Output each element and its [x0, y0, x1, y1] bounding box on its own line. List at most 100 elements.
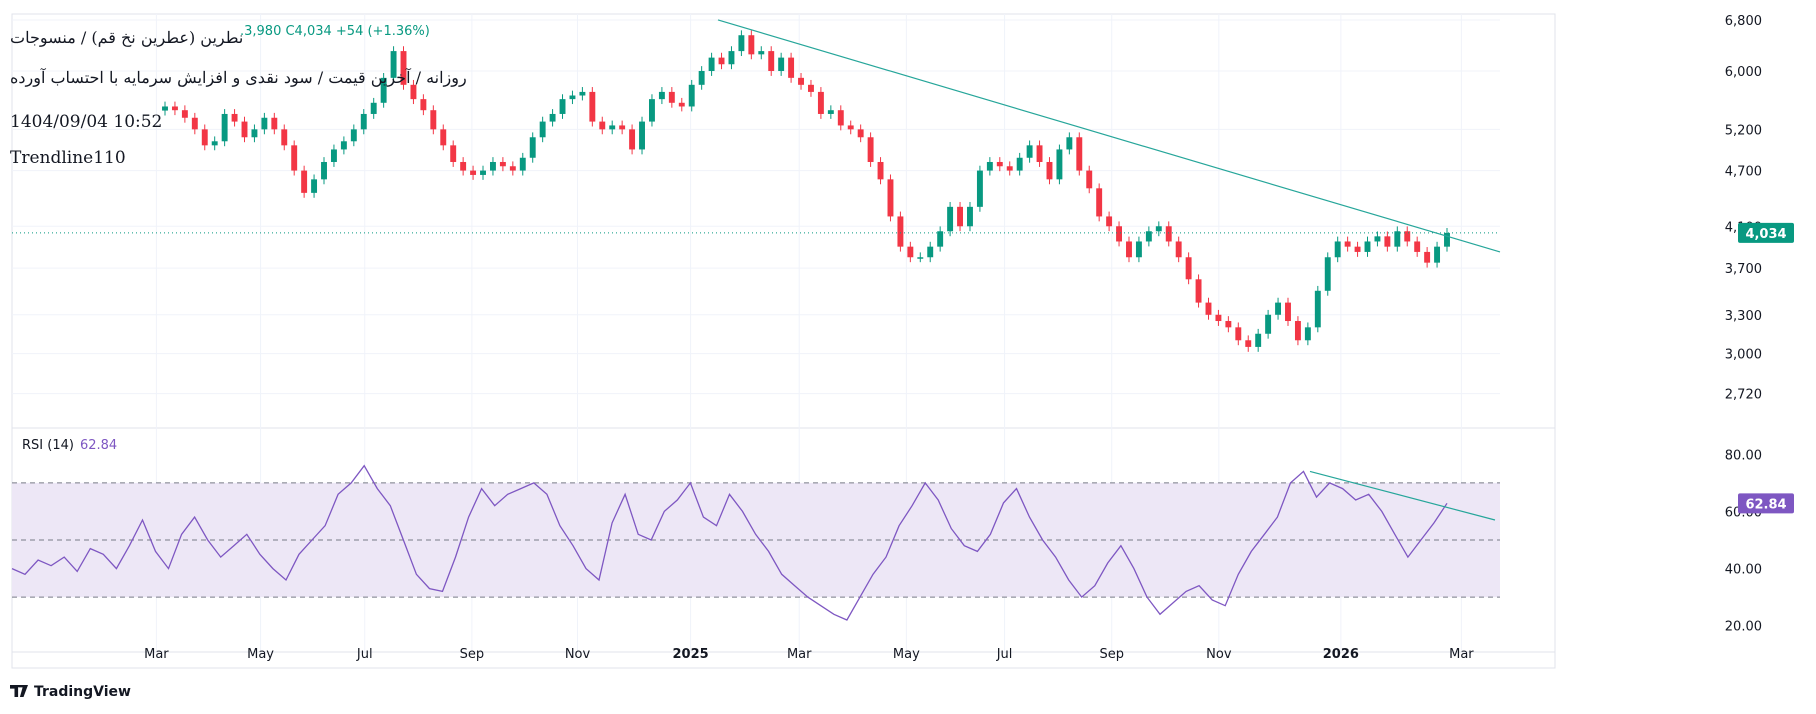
candle-body: [986, 161, 993, 171]
rsi-label: RSI (14): [22, 438, 74, 453]
candle-body: [380, 77, 387, 103]
time-tick-label: Nov: [565, 647, 591, 662]
time-tick-label: 2026: [1323, 647, 1359, 662]
rsi-value: 62.84: [79, 438, 118, 453]
candle-body: [330, 149, 337, 162]
candle-body: [400, 51, 407, 85]
candle-body: [579, 91, 586, 96]
chart-author: Trendline110: [10, 148, 126, 168]
candle-body: [281, 129, 288, 146]
candle-body: [827, 110, 834, 114]
rsi-legend: RSI (14) 62.84: [22, 438, 117, 453]
price-tick-label: 2,720: [1725, 388, 1762, 403]
candle-body: [1384, 236, 1391, 247]
time-tick-label: Mar: [1449, 647, 1474, 662]
candle-body: [480, 170, 486, 175]
price-tick-label: 3,300: [1725, 309, 1762, 324]
candle-body: [410, 84, 417, 100]
candle-body: [877, 161, 884, 180]
time-tick-label: Sep: [1099, 647, 1124, 662]
candle-body: [201, 129, 208, 146]
candle-body: [957, 206, 963, 227]
candle-body: [420, 99, 427, 111]
candle-body: [1324, 257, 1331, 291]
candle-body: [788, 57, 795, 78]
candle-body: [539, 121, 546, 138]
time-tick-label: Mar: [144, 647, 169, 662]
candle-body: [231, 113, 238, 122]
candle-body: [360, 113, 367, 130]
candle-body: [1096, 188, 1103, 217]
candle-body: [489, 161, 496, 171]
candle-body: [1086, 170, 1093, 189]
candle-body: [1036, 145, 1043, 162]
candle-body: [907, 246, 914, 258]
candle-body: [947, 206, 954, 232]
candle-body: [1235, 327, 1242, 341]
candle-body: [191, 117, 198, 130]
candle-body: [311, 179, 318, 193]
candle-body: [778, 57, 785, 71]
time-tick-label: May: [247, 647, 274, 662]
candle-body: [1314, 290, 1321, 328]
last-price-label: 4,034: [1745, 227, 1786, 242]
candle-body: [1265, 314, 1272, 334]
chart-subtitle: روزانه / آخرین قیمت / سود نقدی و افزایش …: [10, 68, 467, 87]
candle-body: [1006, 166, 1013, 171]
candle-body: [470, 170, 477, 175]
candle-body: [1344, 241, 1351, 247]
candle-body: [1066, 137, 1073, 150]
price-tick-label: 6,800: [1725, 14, 1762, 29]
candle-body: [817, 91, 824, 114]
rsi-value-badge: [1738, 493, 1794, 514]
candle-body: [1444, 232, 1450, 247]
candle-body: [867, 137, 874, 162]
time-tick-label: Mar: [787, 647, 812, 662]
candle-body: [1116, 226, 1123, 242]
candle-body: [748, 35, 755, 55]
candle-body: [1205, 302, 1212, 315]
candle-body: [639, 121, 645, 150]
candle-body: [738, 35, 745, 52]
candle-body: [1026, 145, 1033, 158]
tradingview-label: TradingView: [34, 684, 131, 700]
candle-body: [1145, 231, 1152, 242]
tradingview-branding[interactable]: TradingView: [10, 684, 131, 700]
candle-body: [350, 129, 357, 142]
candle-body: [1294, 321, 1301, 341]
candle-body: [1135, 241, 1142, 258]
candle-body: [599, 121, 606, 130]
price-tick-label: 5,200: [1725, 123, 1762, 138]
rsi-tick-label: 40.00: [1725, 563, 1762, 578]
price-tick-label: 3,700: [1725, 262, 1762, 277]
candle-body: [340, 141, 347, 150]
candle-body: [937, 231, 944, 247]
candle-body: [549, 113, 556, 122]
candle-body: [847, 125, 854, 130]
tradingview-logo-icon: [10, 685, 28, 697]
candle-body: [718, 57, 725, 65]
candle-body: [301, 170, 308, 193]
candle-body: [1245, 340, 1252, 347]
candle-body: [1056, 149, 1063, 180]
candle-body: [1155, 226, 1162, 232]
candle-body: [619, 125, 626, 130]
candle-body: [629, 129, 636, 150]
chart-date: 1404/09/04 10:52: [10, 112, 163, 132]
candle-body: [162, 106, 168, 111]
candle-body: [1374, 236, 1381, 242]
candle-body: [291, 145, 298, 171]
candle-body: [171, 106, 178, 111]
candle-body: [1076, 137, 1083, 171]
candle-body: [1046, 161, 1053, 180]
candle-body: [321, 161, 327, 180]
time-tick-label: May: [893, 647, 920, 662]
candle-body: [927, 246, 934, 258]
price-tick-label: 4,700: [1725, 165, 1762, 180]
candle-body: [1364, 241, 1371, 252]
price-trendline: [717, 19, 1501, 253]
candle-body: [967, 206, 973, 227]
rsi-line: [11, 464, 1448, 621]
time-tick-label: Jul: [356, 647, 373, 662]
